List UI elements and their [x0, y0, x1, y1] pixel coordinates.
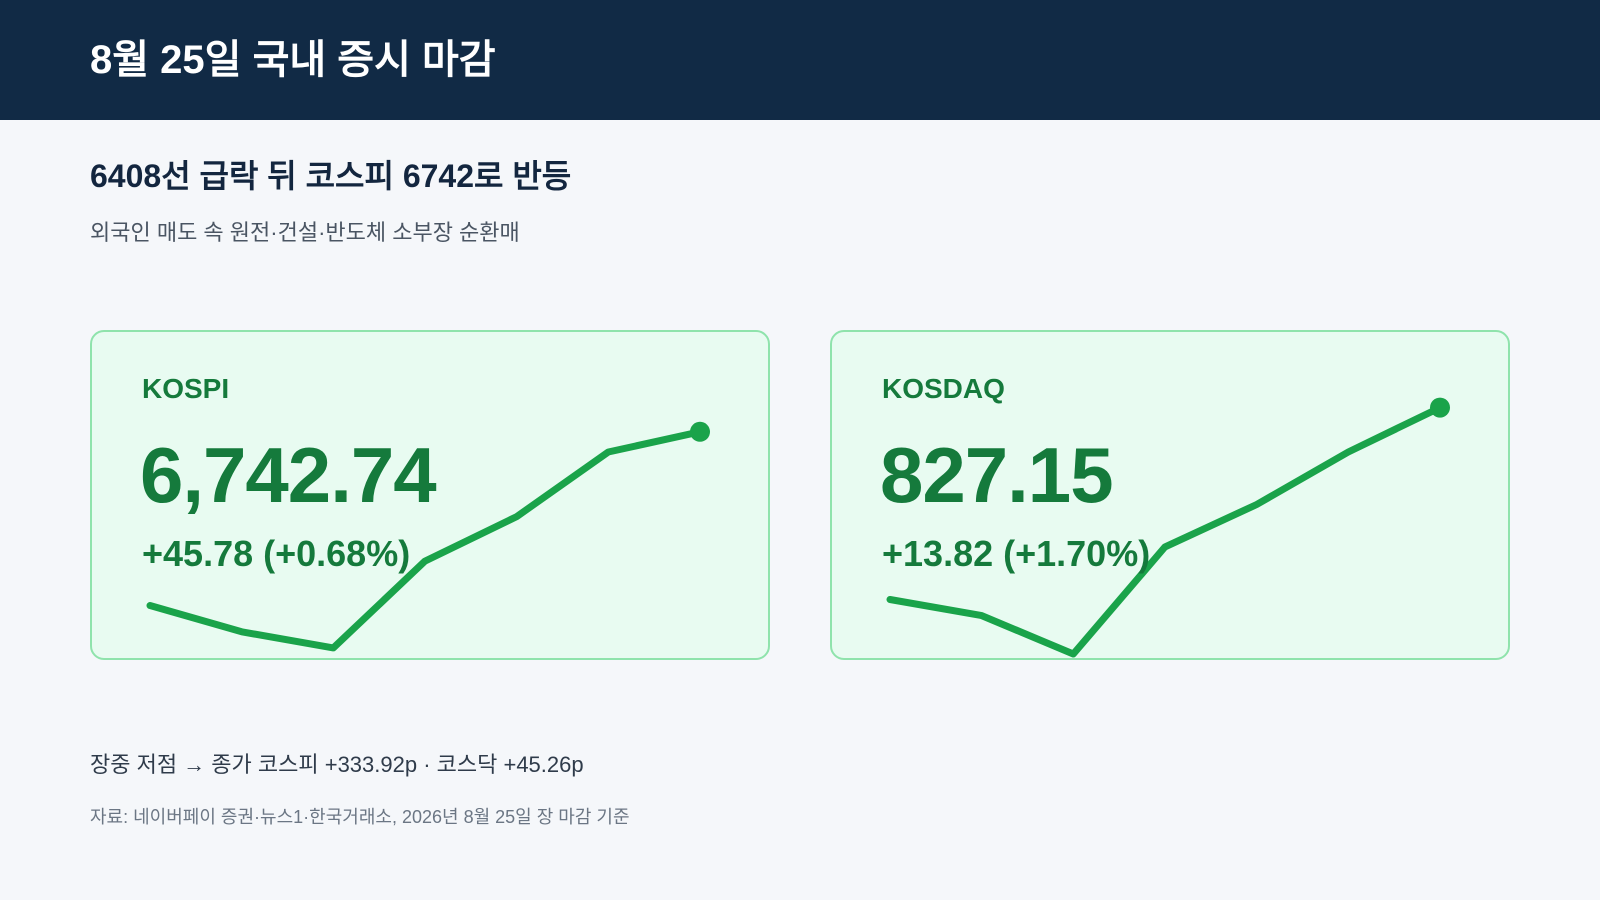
kospi-change: +45.78 (+0.68%): [142, 533, 411, 574]
kospi-card: KOSPI 6,742.74 +45.78 (+0.68%): [90, 330, 770, 660]
kosdaq-change: +13.82 (+1.70%): [882, 533, 1151, 574]
kosdaq-card: KOSDAQ 827.15 +13.82 (+1.70%): [830, 330, 1510, 660]
kospi-sparkline-chart: [146, 421, 710, 652]
sparkline-latest-point: [1430, 397, 1450, 418]
kospi-label: KOSPI: [142, 373, 230, 404]
sparkline-series-line: [146, 428, 704, 652]
source-note: 자료: 네이버페이 증권·뉴스1·한국거래소, 2026년 8월 25일 장 마…: [90, 807, 630, 827]
kosdaq-sparkline-chart: [886, 397, 1450, 658]
page-title: 8월 25일 국내 증시 마감: [90, 38, 496, 82]
header-bar: 8월 25일 국내 증시 마감: [0, 0, 1600, 120]
sparkline-series-line: [886, 404, 1444, 658]
kospi-value: 6,742.74: [140, 431, 437, 519]
sparkline-latest-point: [690, 421, 710, 442]
headline: 6408선 급락 뒤 코스피 6742로 반등: [90, 158, 572, 194]
kosdaq-label: KOSDAQ: [882, 373, 1005, 404]
intraday-rebound-note: 장중 저점 → 종가 코스피 +333.92p · 코스닥 +45.26p: [90, 752, 584, 777]
kosdaq-value: 827.15: [880, 431, 1114, 519]
subheadline: 외국인 매도 속 원전·건설·반도체 소부장 순환매: [90, 220, 520, 245]
